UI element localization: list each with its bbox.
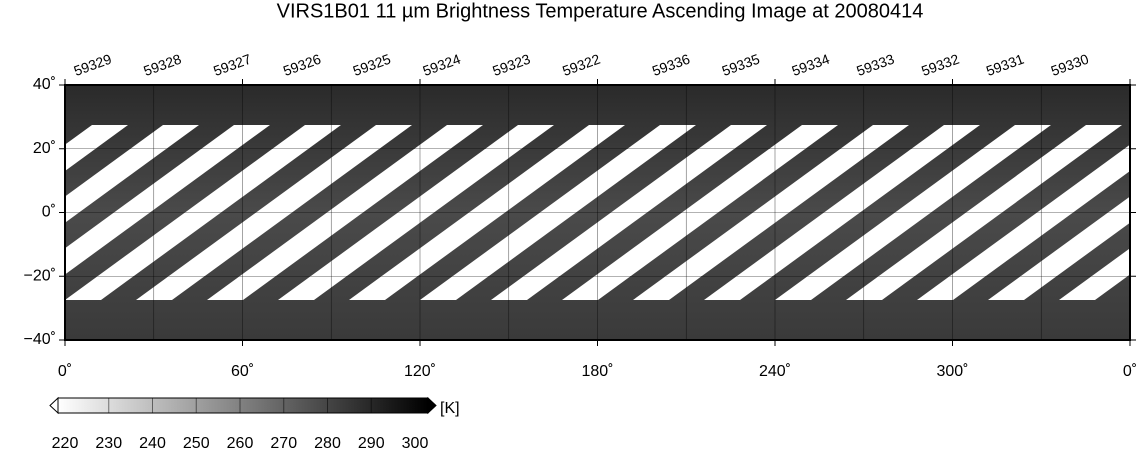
orbit-label: 59328 [141, 51, 183, 79]
orbit-label: 59323 [490, 51, 532, 79]
longitude-label: 180˚ [581, 363, 613, 380]
colorbar-label: 280 [314, 435, 341, 452]
colorbar-label: 260 [227, 435, 254, 452]
orbit-label: 59326 [281, 51, 323, 79]
orbit-label: 59322 [560, 51, 602, 79]
longitude-label: 120˚ [404, 363, 436, 380]
orbit-label: 59330 [1049, 51, 1091, 79]
orbit-label: 59333 [854, 51, 896, 79]
longitude-label: 0˚ [58, 363, 72, 380]
orbit-label: 59336 [650, 51, 692, 79]
colorbar-label: 220 [52, 435, 79, 452]
orbit-label: 59332 [919, 51, 961, 79]
orbit-label: 59331 [984, 51, 1026, 79]
latitude-label: −40˚ [24, 331, 56, 348]
swath-gap [917, 144, 1130, 300]
latitude-label: −20˚ [24, 267, 56, 284]
orbit-label: 59325 [351, 51, 393, 79]
latitude-label: 40˚ [33, 76, 56, 93]
swath-gap [65, 125, 270, 275]
longitude-label: 300˚ [936, 363, 968, 380]
orbit-label: 59329 [72, 51, 114, 79]
orbit-label: 59334 [790, 51, 832, 79]
latitude-label: 0˚ [42, 204, 56, 221]
colorbar-label: 230 [95, 435, 122, 452]
longitude-label: 0˚ [1123, 363, 1137, 380]
colorbar-low-arrow [49, 396, 59, 415]
colorbar-unit: [K] [440, 400, 460, 417]
swath-gap [65, 125, 128, 171]
colorbar-high-arrow [427, 396, 437, 415]
orbit-label: 59324 [421, 51, 463, 79]
swath-gap [65, 125, 199, 223]
longitude-label: 240˚ [759, 363, 791, 380]
orbit-label: 59327 [211, 51, 253, 79]
latitude-label: 20˚ [33, 140, 56, 157]
swath-gap [1059, 248, 1130, 300]
colorbar-label: 290 [358, 435, 385, 452]
colorbar [57, 397, 429, 414]
colorbar-label: 300 [402, 435, 429, 452]
colorbar-label: 250 [183, 435, 210, 452]
longitude-label: 60˚ [231, 363, 254, 380]
colorbar-label: 270 [270, 435, 297, 452]
swath-gap [988, 196, 1130, 300]
colorbar-label: 240 [139, 435, 166, 452]
orbit-label: 59335 [720, 51, 762, 79]
image [65, 85, 1130, 340]
title: VIRS1B01 11 µm Brightness Temperature As… [277, 0, 924, 22]
